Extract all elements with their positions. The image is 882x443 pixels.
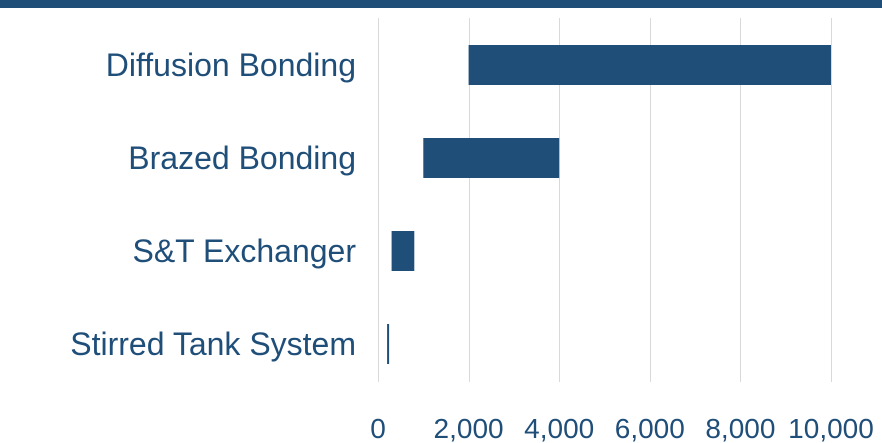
x-tick-label: 6,000 xyxy=(615,413,685,443)
bars xyxy=(387,45,831,364)
x-tick-label: 8,000 xyxy=(705,413,775,443)
category-label: S&T Exchanger xyxy=(132,233,356,269)
bar-stirred-tank-system xyxy=(387,324,390,364)
category-label: Diffusion Bonding xyxy=(106,47,356,83)
top-band xyxy=(0,0,882,8)
x-tick-label: 0 xyxy=(370,413,386,443)
x-tick-label: 4,000 xyxy=(524,413,594,443)
bar-diffusion-bonding xyxy=(468,45,831,85)
x-tick-label: 10,000 xyxy=(788,413,874,443)
category-labels: Diffusion Bonding Brazed Bonding S&T Excha… xyxy=(70,47,356,362)
x-tick-label: 2,000 xyxy=(434,413,504,443)
category-label: Brazed Bonding xyxy=(128,140,356,176)
x-tick-labels: 0 2,000 4,000 6,000 8,000 10,000 xyxy=(370,413,874,443)
category-label: Stirred Tank System xyxy=(70,326,356,362)
bar-brazed-bonding xyxy=(423,138,560,178)
bar-s-t-exchanger xyxy=(391,231,415,271)
